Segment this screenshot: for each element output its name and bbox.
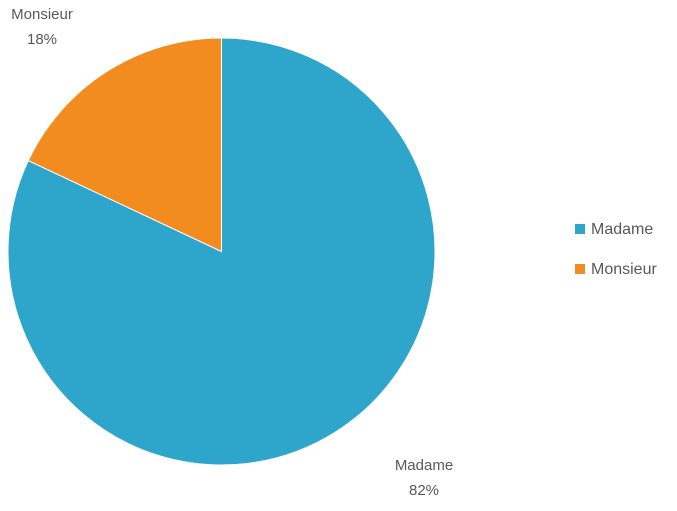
data-label-madame: Madame 82% <box>395 457 453 499</box>
legend-swatch-madame <box>575 224 585 234</box>
data-label-value: 82% <box>409 482 439 499</box>
pie-slice-madame <box>7 37 436 466</box>
legend-label-monsieur: Monsieur <box>591 261 657 278</box>
legend-swatch-monsieur <box>575 264 585 274</box>
pie-slices <box>7 37 436 466</box>
data-label-category: Monsieur <box>11 6 73 23</box>
pie-data-labels: Madame 82% Monsieur 18% <box>11 6 453 499</box>
data-label-value: 18% <box>27 31 57 48</box>
pie-slice-monsieur <box>27 37 222 253</box>
legend-item-madame: Madame <box>575 221 653 238</box>
data-label-category: Madame <box>395 457 453 474</box>
legend: Madame Monsieur <box>575 221 657 278</box>
legend-item-monsieur: Monsieur <box>575 261 657 278</box>
legend-label-madame: Madame <box>591 221 653 238</box>
data-label-monsieur: Monsieur 18% <box>11 6 73 48</box>
